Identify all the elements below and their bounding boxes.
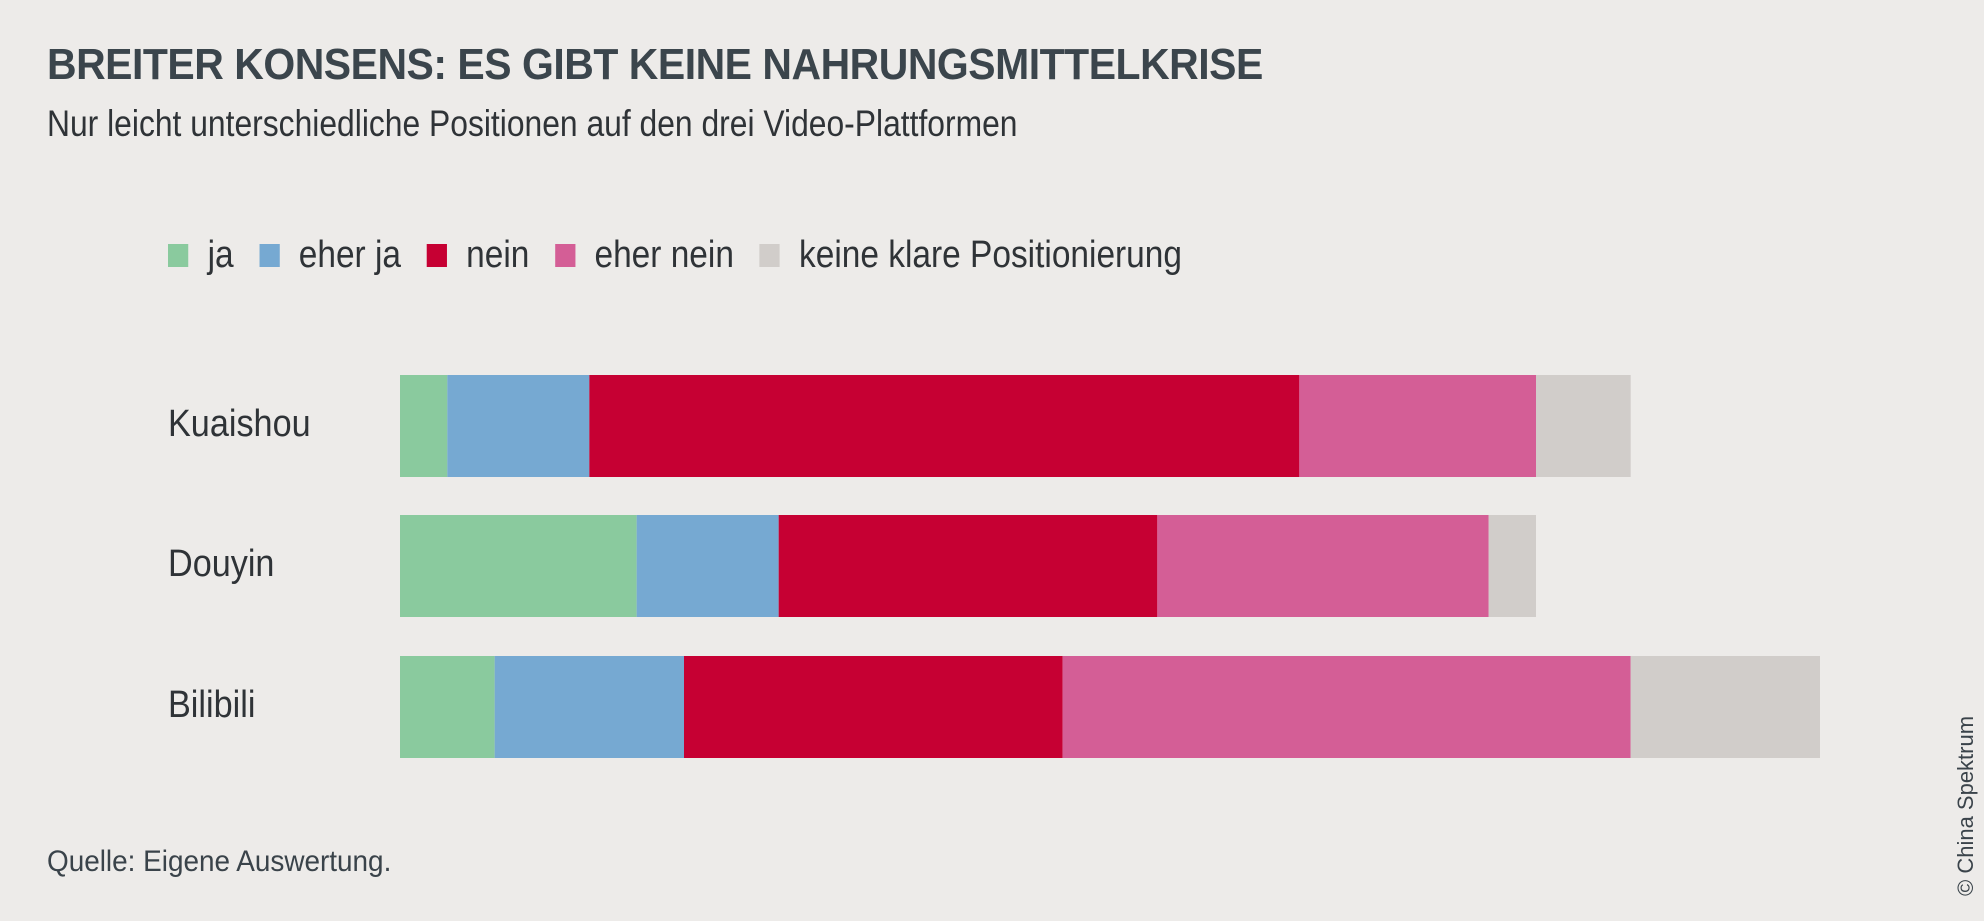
legend-item-ja: ja [168, 234, 234, 277]
bar-segment-kuaishou-nein [589, 375, 1300, 477]
source-note: Quelle: Eigene Auswertung. [47, 845, 392, 878]
bar-group-bilibili [400, 656, 1820, 758]
category-label-kuaishou: Kuaishou [168, 403, 311, 445]
legend-label: keine klare Positionierung [799, 234, 1182, 276]
legend: ja eher ja nein eher nein keine klare Po… [168, 234, 1208, 277]
bar-segment-kuaishou-eher-nein [1299, 375, 1536, 477]
category-label-bilibili: Bilibili [168, 684, 256, 726]
chart-subtitle: Nur leicht unterschiedliche Positionen a… [47, 103, 1018, 144]
legend-label: ja [207, 234, 234, 276]
bar-group-kuaishou [400, 375, 1631, 477]
bar-segment-douyin-eher-ja [636, 515, 779, 617]
bar-segment-bilibili-eher-nein [1062, 656, 1631, 758]
bar-segment-douyin-ja [400, 515, 637, 617]
legend-item-keine-klare-positionierung: keine klare Positionierung [759, 234, 1182, 277]
legend-swatch [259, 244, 280, 267]
chart-title: BREITER KONSENS: ES GIBT KEINE NAHRUNGSM… [47, 40, 1263, 89]
legend-label: eher ja [298, 234, 402, 276]
legend-item-nein: nein [426, 234, 530, 277]
legend-item-eher-ja: eher ja [259, 234, 401, 277]
bar-segment-douyin-nein [778, 515, 1158, 617]
bar-segment-bilibili-ja [400, 656, 495, 758]
bar-segment-bilibili-keine-klare-positionierung [1630, 656, 1820, 758]
legend-label: nein [466, 234, 530, 276]
legend-label: eher nein [594, 234, 734, 276]
bar-segment-kuaishou-eher-ja [447, 375, 590, 477]
category-label-douyin: Douyin [168, 543, 275, 585]
bar-segment-douyin-keine-klare-positionierung [1488, 515, 1536, 617]
bar-segment-bilibili-eher-ja [494, 656, 684, 758]
copyright-note: © China Spektrum [1953, 715, 1978, 896]
legend-swatch [554, 244, 576, 267]
bar-segment-douyin-eher-nein [1157, 515, 1489, 617]
bar-segment-bilibili-nein [684, 656, 1063, 758]
bar-group-douyin [400, 515, 1536, 617]
legend-item-eher-nein: eher nein [554, 234, 734, 277]
bar-segment-kuaishou-keine-klare-positionierung [1536, 375, 1631, 477]
legend-swatch [168, 244, 189, 267]
bar-segment-kuaishou-ja [400, 375, 448, 477]
legend-swatch [759, 244, 780, 267]
legend-swatch [426, 244, 447, 267]
